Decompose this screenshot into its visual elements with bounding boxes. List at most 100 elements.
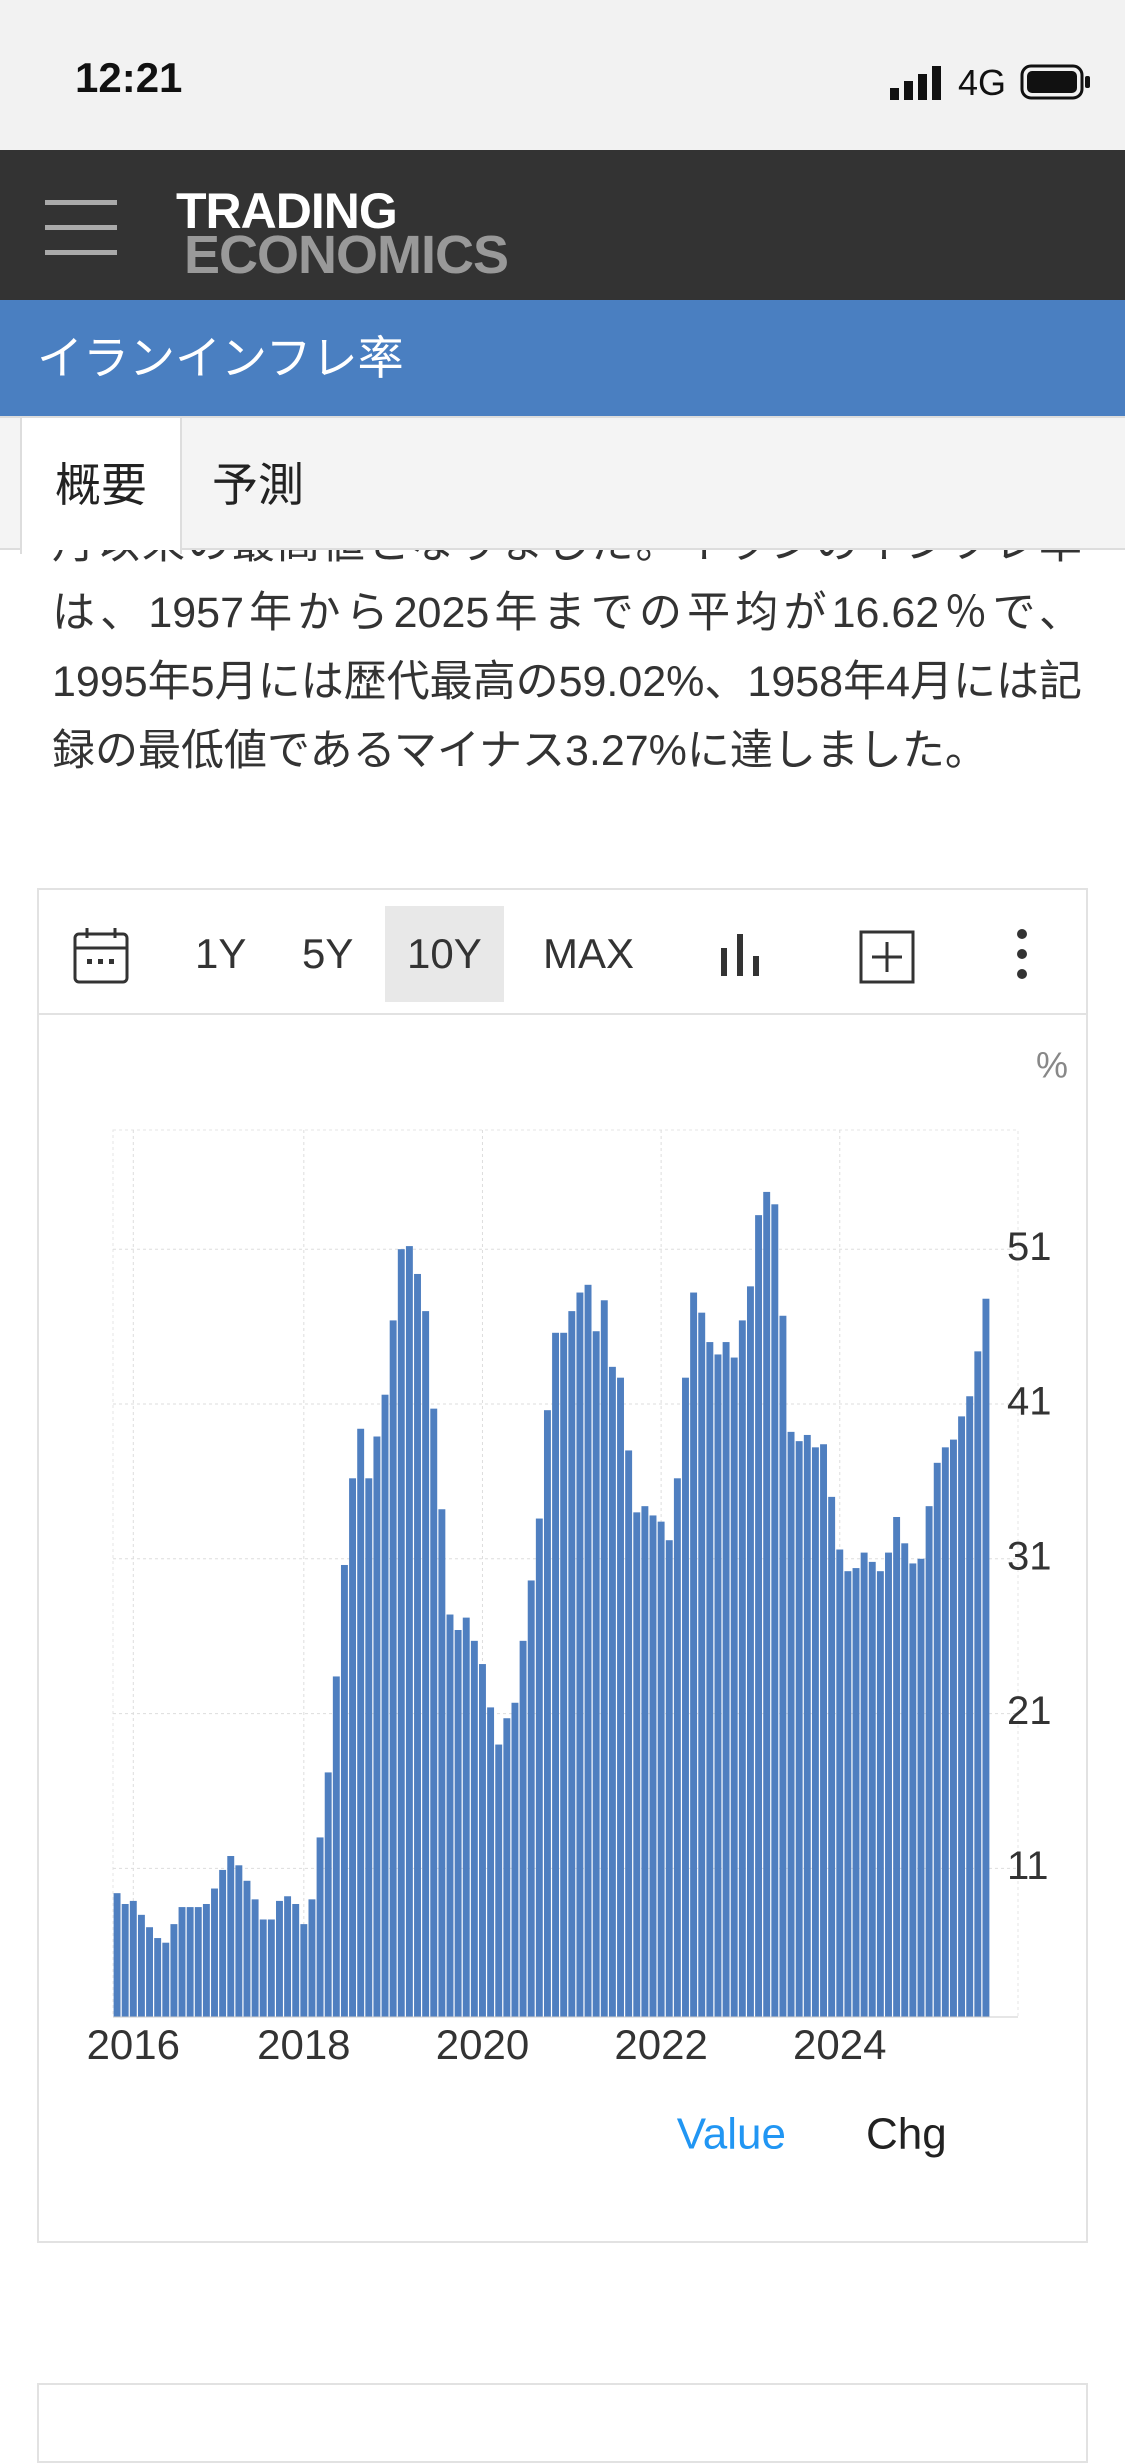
bar [527,1580,535,2017]
bar [901,1543,909,2017]
bar [308,1899,316,2017]
bar [243,1880,251,2017]
calendar-button[interactable] [73,926,129,984]
bar [958,1416,966,2017]
bar [162,1942,170,2017]
range-button[interactable]: 1Y [195,930,247,977]
x-tick-label: 2016 [87,2021,180,2068]
bar [267,1919,275,2017]
bar [738,1320,746,2017]
bar [276,1900,283,2017]
bar [673,1478,681,2017]
x-tick-label: 2020 [436,2021,529,2068]
bar [706,1342,714,2017]
toggle-button[interactable]: Value [677,2110,786,2159]
bar [722,1342,730,2017]
bar [949,1439,957,2017]
tab[interactable]: 概要 [20,418,182,554]
bar [714,1354,722,2017]
bar [600,1300,608,2017]
description-text: 月以来の最高値となりました。イランのインフレ率は、1957年から2025年までの… [52,550,1082,775]
add-button[interactable] [859,930,915,984]
bar [795,1441,803,2017]
bar [763,1191,771,2017]
more-button[interactable] [1015,928,1029,980]
bar [202,1903,210,2017]
bar [568,1311,576,2017]
bar [170,1924,178,2017]
bar [584,1284,592,2017]
chart: % Value Chg 11 21 31 41 51 2016 2018 2020 2022 20… [87,1045,1068,2159]
range-button[interactable]: 5Y [302,930,354,977]
bar [625,1450,633,2017]
clock: 12:21 [75,54,183,101]
bar [657,1521,665,2017]
bar [860,1552,868,2017]
x-tick-label: 2022 [614,2021,707,2068]
bar [186,1907,194,2017]
bar [690,1292,698,2017]
bar [454,1630,462,2017]
bar [779,1315,787,2017]
bar [730,1357,738,2017]
bar [405,1246,413,2017]
bar [219,1869,227,2017]
bar [803,1434,811,2017]
bar [941,1447,949,2017]
menu-button[interactable] [45,200,117,256]
bar [649,1515,657,2017]
bar [868,1561,876,2017]
bar [933,1462,941,2017]
description: 月以来の最高値となりました。イランのインフレ率は、1957年から2025年までの… [52,550,1082,850]
bar [300,1924,308,2017]
bar [462,1617,470,2017]
y-tick-label: 11 [1007,1844,1049,1888]
bar [917,1558,925,2017]
bar [487,1707,495,2017]
bar [227,1856,235,2017]
bar [576,1292,584,2017]
bar [113,1893,121,2017]
bar [470,1640,478,2017]
range-button[interactable]: MAX [543,930,635,977]
bar [836,1549,844,2017]
bar [446,1614,454,2017]
unit-label: % [1036,1045,1068,1086]
bar [535,1518,543,2017]
tab[interactable]: 予測 [212,459,304,511]
y-tick-label: 51 [1007,1225,1052,1269]
bar [292,1903,300,2017]
page-title: イランインフレ率 [0,300,1125,416]
bar [511,1702,519,2017]
bar [828,1496,836,2017]
bar [519,1640,527,2017]
chart-type-button[interactable] [719,932,763,976]
bar [121,1903,129,2017]
bar [211,1888,218,2017]
bar [332,1676,340,2017]
toggle-button[interactable]: Chg [866,2110,947,2159]
bar [129,1900,137,2017]
bar [608,1366,616,2017]
bar [746,1286,754,2017]
logo-top[interactable]: TRADING [176,183,398,239]
chart-toolbar: 1Y 5Y 10Y MAX [37,888,1088,1015]
bar [560,1332,568,2017]
signal-icon [890,66,941,100]
range-button[interactable]: 10Y [385,906,504,1002]
bar [381,1394,389,2017]
bar [194,1907,202,2017]
bar [316,1837,324,2017]
y-tick-label: 41 [1007,1380,1052,1424]
bar [146,1927,154,2017]
bar [698,1312,706,2017]
logo-bottom[interactable]: ECONOMICS [184,225,509,285]
next-card [37,2383,1088,2463]
bar [137,1914,145,2017]
bar [885,1552,892,2017]
bar [479,1664,486,2017]
chart-card [37,888,1088,2243]
bar [259,1919,267,2017]
bar [771,1204,779,2017]
bar [414,1273,421,2017]
